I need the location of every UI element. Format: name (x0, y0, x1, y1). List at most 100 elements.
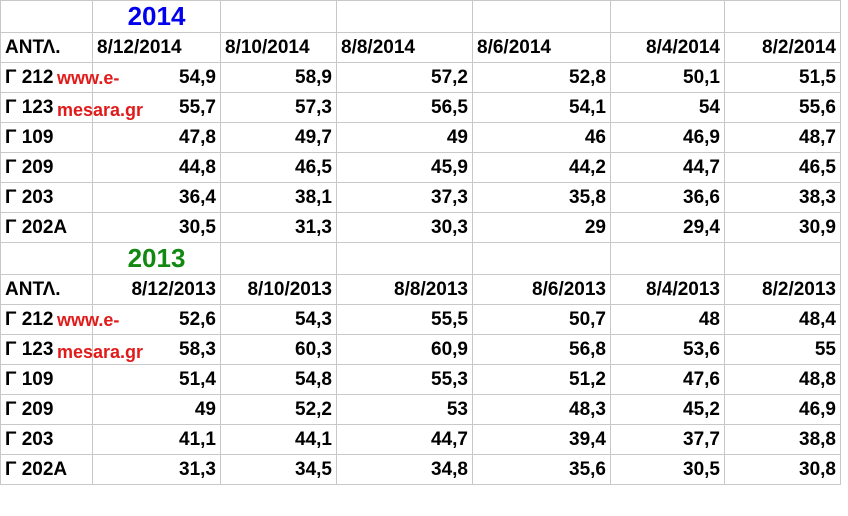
date-header-cell[interactable]: 8/6/2014 (472, 32, 611, 63)
value-cell[interactable]: 30,8 (724, 454, 841, 485)
value-cell[interactable]: 31,3 (92, 454, 221, 485)
value-cell[interactable]: 44,1 (220, 424, 337, 455)
value-cell[interactable]: 31,3 (220, 212, 337, 243)
value-cell[interactable]: 44,7 (610, 152, 725, 183)
date-header-cell[interactable]: 8/10/2013 (220, 274, 337, 305)
value-cell[interactable]: 58,9 (220, 62, 337, 93)
value-cell[interactable]: 41,1 (92, 424, 221, 455)
value-cell[interactable]: 57,2 (336, 62, 473, 93)
date-header-cell[interactable]: 8/6/2013 (472, 274, 611, 305)
date-header-cell[interactable]: 8/12/2014 (92, 32, 221, 63)
date-header-cell[interactable]: 8/2/2013 (724, 274, 841, 305)
value-cell[interactable]: 46 (472, 122, 611, 153)
spreadsheet-cell[interactable] (472, 242, 611, 275)
date-header-cell[interactable]: 8/8/2014 (336, 32, 473, 63)
row-label-cell[interactable]: Γ 209 (0, 394, 93, 425)
value-cell[interactable]: 46,9 (724, 394, 841, 425)
row-label-cell[interactable]: Γ 212 www.e-mesara.gr (0, 304, 143, 362)
value-cell[interactable]: 55,7 (92, 92, 221, 123)
value-cell[interactable]: 54,8 (220, 364, 337, 395)
value-cell[interactable]: 48,3 (472, 394, 611, 425)
value-cell[interactable]: 56,8 (472, 334, 611, 365)
value-cell[interactable]: 60,9 (336, 334, 473, 365)
spreadsheet-cell[interactable] (220, 0, 337, 33)
year-title-cell[interactable]: 2014 (92, 0, 221, 33)
value-cell[interactable]: 46,5 (724, 152, 841, 183)
row-label-cell[interactable]: Γ 109 (0, 122, 93, 153)
value-cell[interactable]: 37,3 (336, 182, 473, 213)
value-cell[interactable]: 53 (336, 394, 473, 425)
value-cell[interactable]: 58,3 (92, 334, 221, 365)
value-cell[interactable]: 29 (472, 212, 611, 243)
value-cell[interactable]: 55,3 (336, 364, 473, 395)
value-cell[interactable]: 37,7 (610, 424, 725, 455)
header-label-cell[interactable]: ΑΝΤΛ. (0, 274, 93, 305)
value-cell[interactable]: 34,5 (220, 454, 337, 485)
value-cell[interactable]: 50,7 (472, 304, 611, 335)
value-cell[interactable]: 44,2 (472, 152, 611, 183)
spreadsheet-cell[interactable] (220, 242, 337, 275)
date-header-cell[interactable]: 8/2/2014 (724, 32, 841, 63)
value-cell[interactable]: 47,6 (610, 364, 725, 395)
date-header-cell[interactable]: 8/8/2013 (336, 274, 473, 305)
value-cell[interactable]: 45,9 (336, 152, 473, 183)
value-cell[interactable]: 36,6 (610, 182, 725, 213)
value-cell[interactable]: 56,5 (336, 92, 473, 123)
date-header-cell[interactable]: 8/10/2014 (220, 32, 337, 63)
value-cell[interactable]: 55,6 (724, 92, 841, 123)
value-cell[interactable]: 49 (336, 122, 473, 153)
row-label-cell[interactable]: Γ 202Α (0, 212, 93, 243)
value-cell[interactable]: 54,1 (472, 92, 611, 123)
value-cell[interactable]: 34,8 (336, 454, 473, 485)
value-cell[interactable]: 57,3 (220, 92, 337, 123)
value-cell[interactable]: 51,4 (92, 364, 221, 395)
value-cell[interactable]: 38,1 (220, 182, 337, 213)
spreadsheet-cell[interactable] (472, 0, 611, 33)
value-cell[interactable]: 54 (610, 92, 725, 123)
value-cell[interactable]: 52,2 (220, 394, 337, 425)
value-cell[interactable]: 30,5 (92, 212, 221, 243)
value-cell[interactable]: 52,6 (92, 304, 221, 335)
date-header-cell[interactable]: 8/12/2013 (92, 274, 221, 305)
value-cell[interactable]: 29,4 (610, 212, 725, 243)
value-cell[interactable]: 48,7 (724, 122, 841, 153)
value-cell[interactable]: 30,5 (610, 454, 725, 485)
year-title-cell[interactable]: 2013 (92, 242, 221, 275)
value-cell[interactable]: 55,5 (336, 304, 473, 335)
date-header-cell[interactable]: 8/4/2013 (610, 274, 725, 305)
value-cell[interactable]: 38,3 (724, 182, 841, 213)
value-cell[interactable]: 38,8 (724, 424, 841, 455)
value-cell[interactable]: 51,5 (724, 62, 841, 93)
value-cell[interactable]: 39,4 (472, 424, 611, 455)
value-cell[interactable]: 60,3 (220, 334, 337, 365)
spreadsheet-cell[interactable] (336, 242, 473, 275)
spreadsheet-cell[interactable] (724, 242, 841, 275)
value-cell[interactable]: 49 (92, 394, 221, 425)
value-cell[interactable]: 45,2 (610, 394, 725, 425)
row-label-cell[interactable]: Γ 109 (0, 364, 93, 395)
value-cell[interactable]: 30,9 (724, 212, 841, 243)
value-cell[interactable]: 36,4 (92, 182, 221, 213)
value-cell[interactable]: 53,6 (610, 334, 725, 365)
value-cell[interactable]: 35,8 (472, 182, 611, 213)
row-label-cell[interactable]: Γ 202Α (0, 454, 93, 485)
value-cell[interactable]: 46,5 (220, 152, 337, 183)
value-cell[interactable]: 30,3 (336, 212, 473, 243)
spreadsheet-cell[interactable] (724, 0, 841, 33)
value-cell[interactable]: 55 (724, 334, 841, 365)
spreadsheet-cell[interactable] (336, 0, 473, 33)
row-label-cell[interactable]: Γ 123 (0, 92, 93, 123)
spreadsheet-cell[interactable] (0, 0, 93, 33)
row-label-cell[interactable]: Γ 209 (0, 152, 93, 183)
header-label-cell[interactable]: ΑΝΤΛ. (0, 32, 93, 63)
value-cell[interactable]: 48,8 (724, 364, 841, 395)
value-cell[interactable]: 48 (610, 304, 725, 335)
value-cell[interactable]: 52,8 (472, 62, 611, 93)
value-cell[interactable]: 49,7 (220, 122, 337, 153)
value-cell[interactable]: 50,1 (610, 62, 725, 93)
row-label-cell[interactable]: Γ 203 (0, 182, 93, 213)
value-cell[interactable]: 46,9 (610, 122, 725, 153)
row-label-cell[interactable]: Γ 212 www.e-mesara.gr (0, 62, 143, 120)
value-cell[interactable]: 44,7 (336, 424, 473, 455)
value-cell[interactable]: 54,9 (92, 62, 221, 93)
